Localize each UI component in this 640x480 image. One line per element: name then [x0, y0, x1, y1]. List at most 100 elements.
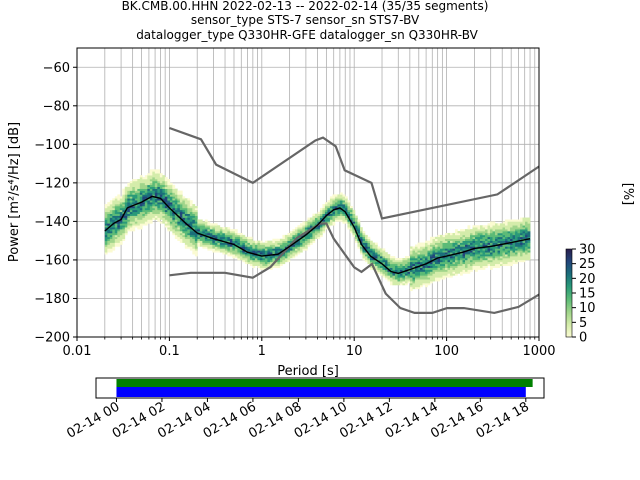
histogram-cell	[527, 234, 531, 238]
histogram-cell	[137, 211, 141, 214]
histogram-cell	[399, 273, 403, 276]
histogram-cell	[104, 223, 108, 226]
histogram-cell	[349, 223, 353, 226]
histogram-cell	[394, 267, 398, 270]
histogram-cell	[492, 254, 496, 257]
histogram-cell	[284, 244, 288, 247]
histogram-cell	[204, 225, 208, 228]
histogram-cell	[362, 240, 366, 243]
histogram-cell	[497, 234, 501, 238]
histogram-cell	[129, 182, 133, 186]
histogram-cell	[472, 246, 476, 249]
histogram-cell	[439, 265, 443, 268]
histogram-cell	[117, 227, 121, 230]
histogram-cell	[277, 244, 281, 247]
histogram-cell	[177, 232, 181, 236]
histogram-cell	[222, 231, 226, 234]
histogram-cell	[117, 229, 121, 232]
histogram-cell	[237, 242, 241, 245]
histogram-cell	[434, 279, 438, 282]
histogram-cell	[134, 209, 138, 213]
histogram-cell	[475, 234, 478, 238]
histogram-cell	[515, 219, 518, 222]
histogram-cell	[287, 258, 291, 261]
histogram-cell	[517, 234, 521, 238]
histogram-cell	[139, 196, 143, 199]
histogram-cell	[482, 236, 486, 240]
histogram-cell	[224, 234, 228, 238]
histogram-cell	[162, 219, 166, 222]
histogram-cell	[354, 217, 358, 220]
histogram-cell	[189, 238, 193, 241]
histogram-cell	[412, 256, 416, 259]
histogram-cell	[349, 229, 353, 232]
histogram-cell	[512, 248, 516, 251]
histogram-cell	[407, 277, 411, 280]
histogram-cell	[117, 234, 121, 238]
histogram-cell	[344, 202, 348, 205]
histogram-cell	[402, 258, 406, 261]
histogram-cell	[444, 269, 448, 272]
histogram-cell	[172, 225, 176, 228]
histogram-cell	[177, 225, 181, 228]
histogram-cell	[419, 256, 423, 259]
histogram-cell	[470, 236, 473, 240]
histogram-cell	[510, 223, 513, 226]
histogram-cell	[412, 263, 416, 267]
histogram-cell	[187, 211, 191, 214]
histogram-cell	[462, 244, 466, 247]
histogram-cell	[439, 271, 443, 274]
histogram-cell	[412, 284, 416, 288]
histogram-cell	[407, 259, 411, 263]
histogram-cell	[495, 261, 498, 265]
histogram-cell	[109, 240, 113, 243]
histogram-cell	[259, 267, 263, 270]
histogram-cell	[184, 236, 188, 240]
histogram-cell	[419, 281, 423, 284]
histogram-cell	[122, 207, 126, 211]
histogram-cell	[475, 227, 478, 230]
histogram-cell	[104, 244, 108, 247]
histogram-cell	[402, 259, 406, 263]
histogram-cell	[422, 273, 426, 276]
histogram-cell	[359, 229, 363, 232]
histogram-cell	[389, 263, 393, 267]
histogram-cell	[194, 213, 198, 216]
histogram-cell	[152, 171, 156, 174]
histogram-cell	[124, 196, 128, 199]
histogram-cell	[352, 217, 356, 220]
histogram-cell	[472, 259, 476, 263]
histogram-cell	[167, 217, 171, 220]
histogram-cell	[507, 256, 511, 259]
histogram-cell	[500, 244, 503, 247]
histogram-cell	[354, 236, 358, 240]
histogram-cell	[432, 256, 436, 259]
histogram-cell	[424, 258, 428, 261]
histogram-cell	[339, 213, 343, 216]
histogram-cell	[119, 223, 123, 226]
histogram-cell	[450, 259, 453, 263]
histogram-cell	[490, 242, 493, 245]
histogram-cell	[482, 229, 486, 232]
histogram-cell	[417, 261, 421, 265]
histogram-cell	[462, 252, 466, 255]
histogram-cell	[444, 234, 448, 238]
histogram-cell	[382, 267, 386, 270]
histogram-cell	[492, 223, 496, 226]
histogram-cell	[444, 263, 448, 267]
histogram-cell	[154, 205, 158, 209]
histogram-cell	[487, 240, 491, 243]
histogram-cell	[172, 198, 176, 201]
histogram-cell	[169, 205, 173, 209]
histogram-cell	[157, 200, 161, 203]
histogram-cell	[214, 240, 218, 243]
histogram-cell	[264, 250, 268, 253]
histogram-cell	[492, 240, 496, 243]
histogram-cell	[382, 250, 386, 253]
histogram-cell	[337, 213, 341, 216]
histogram-cell	[292, 234, 296, 238]
histogram-cell	[104, 217, 108, 220]
histogram-cell	[184, 217, 188, 220]
histogram-cell	[337, 198, 341, 201]
histogram-cell	[294, 231, 298, 234]
